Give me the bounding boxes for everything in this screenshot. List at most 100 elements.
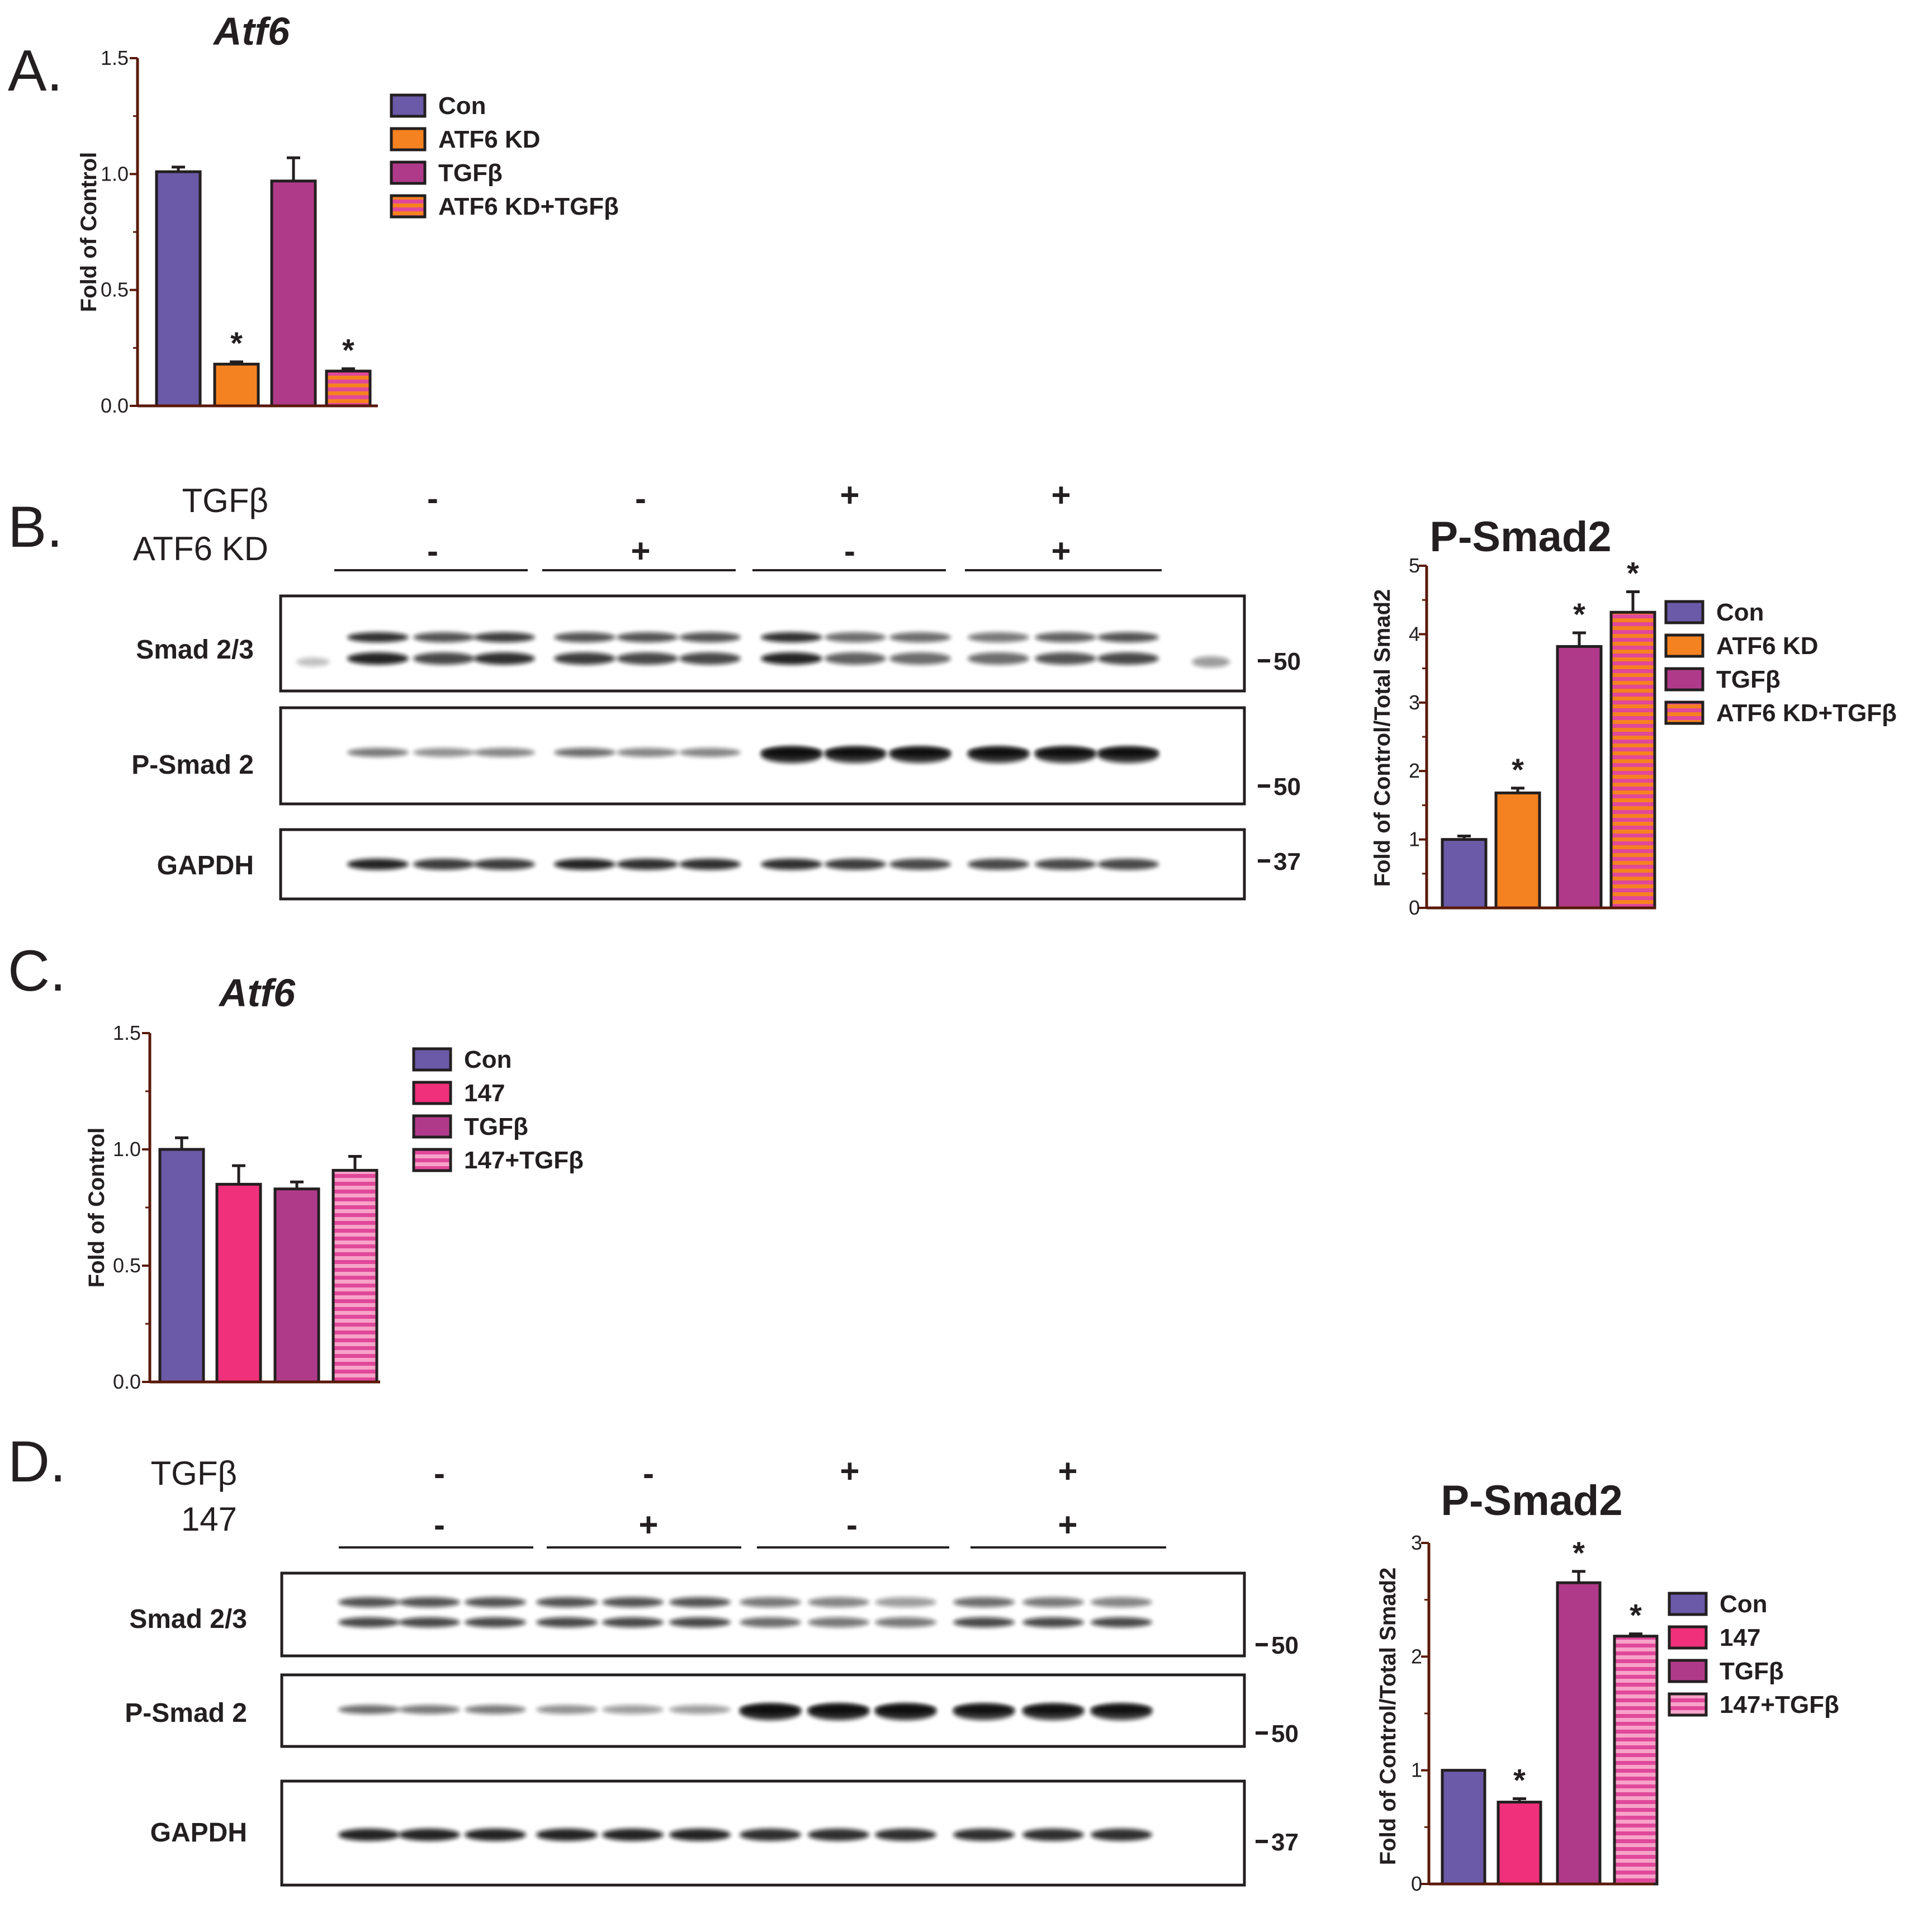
blot-band: [347, 652, 409, 665]
blot-band: [679, 748, 741, 757]
bar-atf6-kd: [1494, 791, 1541, 910]
blot-d-row1-sign-3: +: [840, 1452, 859, 1490]
legend-label: TGFβ: [1716, 666, 1781, 693]
bar-147: [215, 1182, 262, 1384]
blot-d-mw-2: 50: [1271, 1720, 1299, 1748]
legend-label: ATF6 KD: [438, 126, 541, 153]
blot-band: [347, 859, 409, 870]
legend-label: ATF6 KD: [1716, 632, 1819, 660]
legend-label: TGFβ: [1720, 1658, 1784, 1685]
blot-b-atf6kd-label: ATF6 KD: [133, 530, 268, 567]
blot-band: [1022, 1829, 1084, 1841]
blot-band: [473, 652, 535, 665]
legend-label: TGFβ: [438, 159, 503, 187]
blot-marker-band: [296, 657, 330, 666]
blot-d-bands: [338, 1597, 1152, 1841]
blot-band: [953, 1617, 1015, 1627]
blot-band: [889, 746, 951, 763]
blot-band: [536, 1829, 598, 1841]
blot-band: [740, 1597, 801, 1607]
blot-b-row1-sign-3: +: [840, 476, 859, 514]
blot-d-row1-sign-1: -: [434, 1455, 445, 1492]
blot-band: [465, 1597, 526, 1607]
significance-star: *: [230, 325, 243, 361]
y-tick-label: 0.0: [113, 1370, 141, 1393]
blot-band: [602, 1705, 664, 1714]
blot-b-row1-sign-4: +: [1051, 476, 1071, 514]
legend-swatch: [1664, 667, 1704, 692]
legend-swatch: [390, 194, 427, 219]
blot-band: [399, 1705, 460, 1714]
legend-label: Con: [464, 1046, 512, 1073]
blot-band: [465, 1617, 526, 1627]
chart-title: Atf6: [218, 971, 296, 1015]
blot-band: [473, 632, 535, 642]
blot-band: [413, 748, 475, 757]
significance-star: *: [1573, 596, 1585, 632]
y-tick-label: 5: [1409, 554, 1420, 577]
blot-band: [825, 859, 886, 870]
blot-band: [1091, 1597, 1152, 1607]
blot-band: [875, 1617, 936, 1627]
blot-b-row1-sign-1: -: [427, 480, 438, 517]
chart-c-atf6-inhibitor: Atf6 Fold of Control 0.0 0.5 1.0 1.5 Con 147 TGF…: [84, 971, 584, 1393]
blot-band: [1022, 1617, 1084, 1627]
blot-band: [413, 652, 475, 665]
y-tick-label: 3: [1409, 691, 1420, 714]
blot-b-row2-sign-4: +: [1051, 532, 1071, 570]
blot-band: [347, 748, 409, 757]
blot-band: [554, 748, 615, 757]
blot-band: [1035, 859, 1096, 870]
legend-swatch: [1664, 700, 1704, 725]
legend-swatch: [390, 127, 427, 151]
blot-band: [1091, 1617, 1152, 1627]
blot-d-147-label: 147: [181, 1500, 237, 1538]
blot-band: [554, 652, 615, 665]
blot-d-mw-1: 50: [1271, 1632, 1299, 1659]
blot-marker-band: [1192, 656, 1230, 667]
bar-con: [158, 1148, 205, 1384]
blot-band: [413, 859, 475, 870]
blot-d-smad23-frame: [280, 1571, 1246, 1658]
blot-band: [338, 1617, 400, 1627]
blot-band: [413, 632, 475, 642]
blot-d-gapdh-frame: [280, 1779, 1246, 1887]
panel-letter-c: C.: [8, 939, 66, 1003]
panel-letter-b: B.: [8, 495, 63, 560]
blot-b-row2-sign-1: -: [427, 532, 438, 570]
blot-band: [338, 1705, 400, 1714]
legend-swatch: [412, 1047, 452, 1072]
blot-band: [465, 1705, 526, 1714]
blot-band: [465, 1829, 526, 1841]
legend-label: 147+TGFβ: [464, 1147, 584, 1174]
blot-band: [740, 1617, 801, 1627]
legend-swatch: [412, 1148, 452, 1172]
y-tick-label: 0: [1411, 1872, 1422, 1895]
blot-band: [761, 632, 822, 642]
blot-d-tgfb-label: TGFβ: [151, 1455, 237, 1492]
blot-band: [473, 748, 535, 757]
blot-band: [602, 1829, 664, 1841]
blot-d-row1-sign-2: -: [643, 1455, 654, 1492]
y-axis-label: Fold of Control: [77, 152, 101, 313]
significance-star: *: [1627, 556, 1639, 591]
bar-147-tgf-: [1613, 1635, 1659, 1886]
significance-star: *: [1512, 752, 1524, 787]
y-tick-label: 0.5: [101, 278, 129, 301]
blot-band: [740, 1703, 801, 1720]
blot-band: [1097, 746, 1159, 763]
blot-band: [1022, 1597, 1084, 1607]
blot-band: [808, 1703, 869, 1720]
legend-label: 147+TGFβ: [1720, 1691, 1839, 1718]
blot-band: [1097, 859, 1159, 870]
chart-title: P-Smad2: [1429, 513, 1611, 561]
significance-star: *: [1573, 1535, 1585, 1570]
blot-band: [825, 632, 886, 642]
legend-swatch: [412, 1114, 452, 1139]
bar-147-tgf-: [332, 1168, 378, 1384]
blot-band: [953, 1703, 1015, 1720]
legend-label: ATF6 KD+TGFβ: [1716, 699, 1897, 727]
blot-band: [761, 746, 822, 763]
bar-atf6-kd: [213, 362, 260, 408]
legend-swatch: [1664, 633, 1704, 658]
